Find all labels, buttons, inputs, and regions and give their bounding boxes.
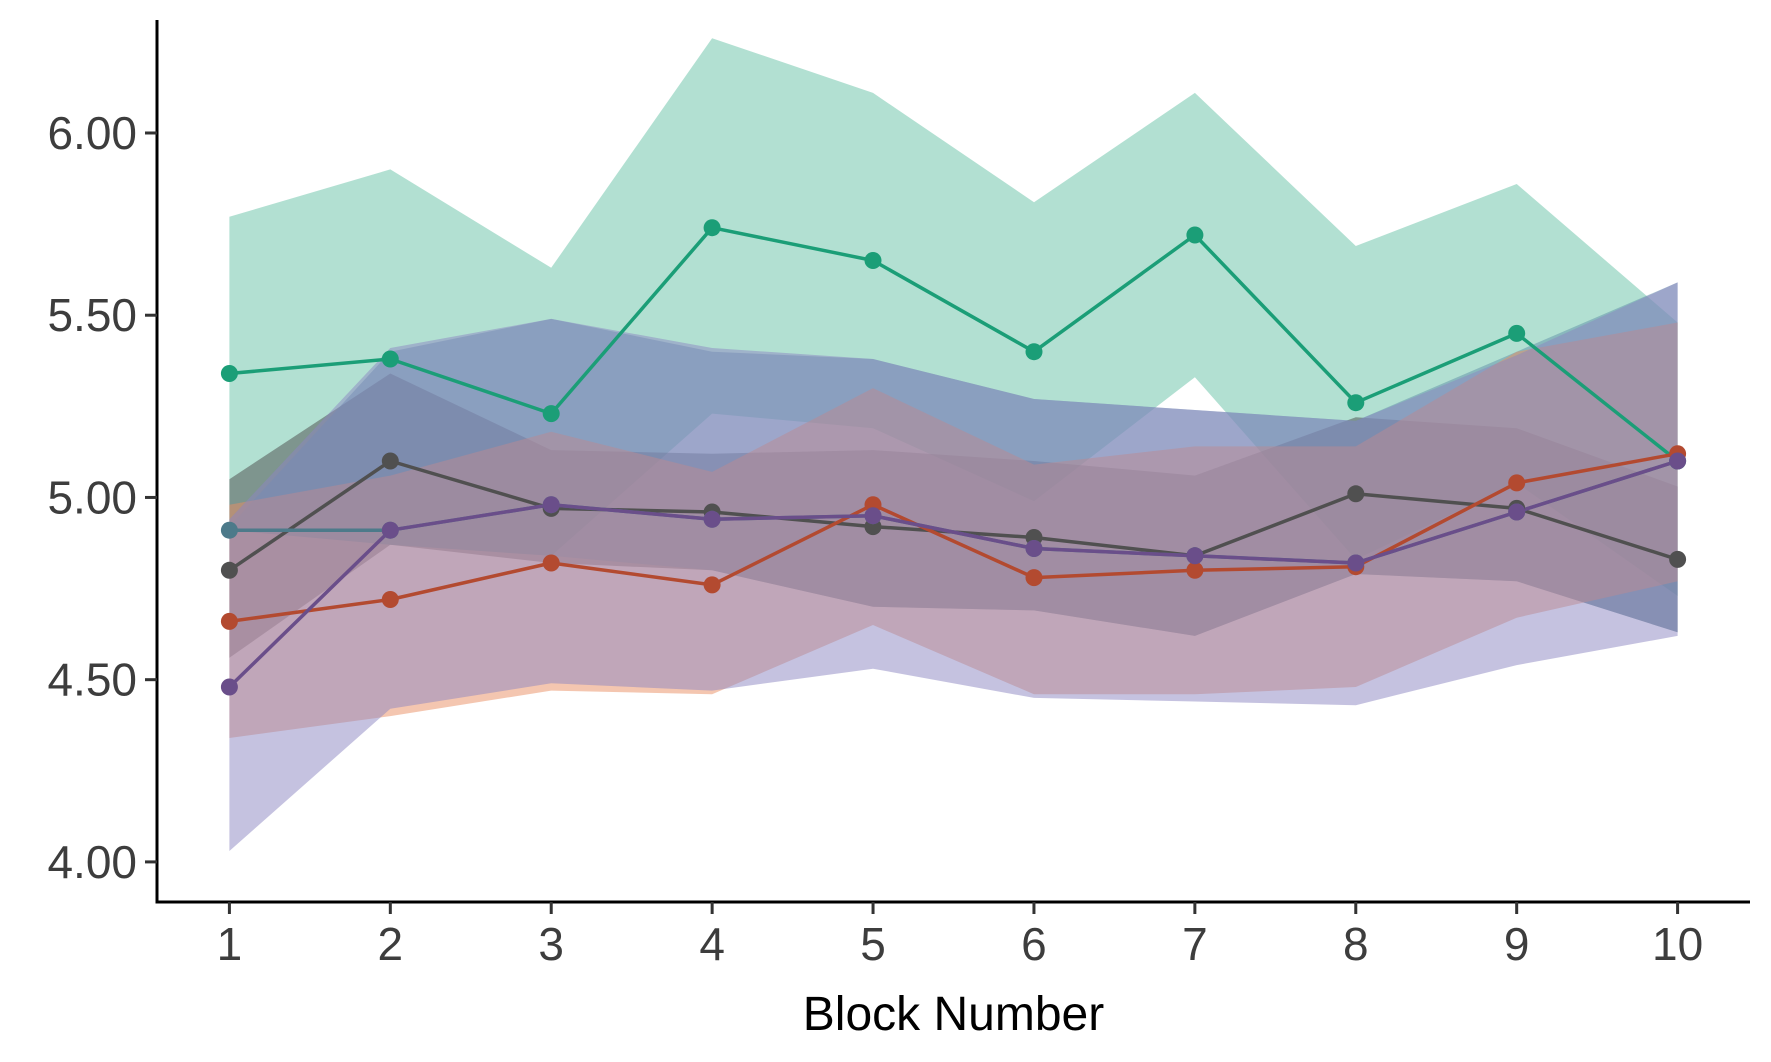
series-line-4 — [229, 451, 1678, 624]
data-point-series-1-block-4 — [703, 219, 721, 237]
data-point-series-5-block-8 — [1347, 554, 1365, 572]
data-point-series-5-block-2 — [381, 521, 399, 539]
series-line-1 — [229, 225, 1679, 463]
data-point-series-1-block-8 — [1347, 394, 1365, 412]
y-tick-label-6.00: 6.00 — [47, 107, 137, 159]
axes: 4.00 4.50 5.00 5.50 6.00 1 2 3 4 5 6 7 8 9 10 Block Num… — [47, 20, 1750, 1041]
confidence-band-series-5 — [229, 282, 1678, 851]
data-point-series-4-block-9 — [1508, 474, 1526, 492]
data-point-series-5-block-7 — [1186, 547, 1204, 565]
x-tick-label-10: 10 — [1652, 918, 1703, 970]
data-point-series-1-block-9 — [1508, 324, 1526, 342]
data-point-series-1-block-7 — [1186, 226, 1204, 244]
y-tick-label-5.50: 5.50 — [47, 289, 137, 341]
data-point-series-2-block-1 — [220, 561, 238, 579]
data-point-series-1-block-5 — [864, 252, 882, 269]
x-tick-label-1: 1 — [217, 918, 243, 970]
data-point-series-1-block-2 — [381, 350, 399, 368]
y-tick-label-5.00: 5.00 — [47, 471, 137, 523]
data-point-series-4-block-4 — [703, 576, 721, 594]
data-point-series-5-block-3 — [542, 496, 560, 514]
x-axis-title: Block Number — [803, 988, 1104, 1041]
data-point-series-5-block-9 — [1508, 503, 1526, 521]
y-tick-label-4.50: 4.50 — [47, 654, 137, 706]
data-point-series-5-block-4 — [703, 510, 721, 528]
x-tick-label-3: 3 — [538, 918, 564, 970]
data-point-series-5-block-6 — [1025, 540, 1043, 557]
data-point-series-4-block-6 — [1025, 569, 1043, 587]
data-point-series-5-block-10 — [1669, 452, 1687, 470]
x-tick-label-4: 4 — [699, 918, 725, 970]
x-tick-label-5: 5 — [860, 918, 886, 970]
data-point-series-5-block-5 — [864, 507, 882, 525]
x-tick-label-6: 6 — [1021, 918, 1047, 970]
data-point-series-2-block-10 — [1669, 550, 1687, 568]
data-point-series-2-block-2 — [381, 452, 399, 470]
x-tick-label-7: 7 — [1182, 918, 1208, 970]
data-point-series-4-block-2 — [381, 591, 399, 608]
series-points — [220, 219, 1687, 696]
data-point-series-4-block-1 — [220, 612, 238, 630]
data-point-series-5-block-1 — [220, 678, 238, 696]
series-lines — [228, 225, 1679, 689]
series-line-5 — [228, 459, 1679, 689]
x-tick-label-9: 9 — [1504, 918, 1530, 970]
data-point-series-4-block-3 — [542, 554, 560, 572]
x-tick-label-8: 8 — [1343, 918, 1369, 970]
y-tick-label-4.00: 4.00 — [47, 836, 137, 888]
confidence-bands — [229, 38, 1678, 851]
data-point-series-3-block-1 — [220, 521, 238, 539]
data-point-series-1-block-1 — [220, 365, 238, 382]
data-point-series-1-block-6 — [1025, 343, 1043, 361]
data-point-series-4-block-7 — [1186, 561, 1204, 579]
x-tick-label-2: 2 — [378, 918, 404, 970]
data-point-series-2-block-8 — [1347, 485, 1365, 503]
data-point-series-1-block-3 — [542, 405, 560, 423]
